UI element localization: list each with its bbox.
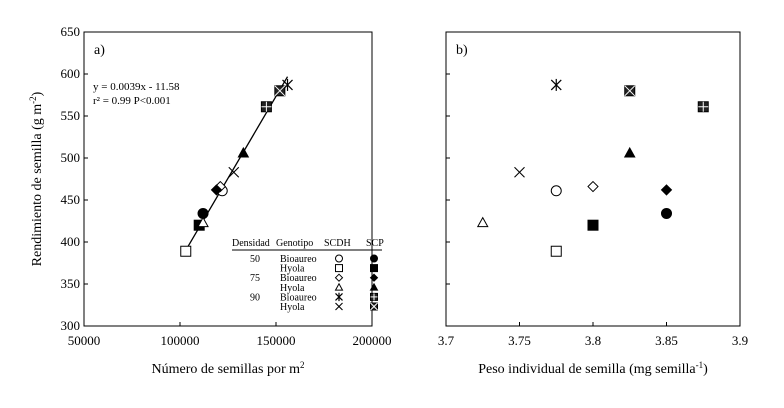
data-point-open-square — [550, 245, 562, 257]
legend-genotipo: Hyola — [280, 302, 305, 313]
y-tick-label: 350 — [61, 276, 81, 291]
x-tick-label: 3.7 — [438, 333, 455, 348]
legend-genotipo: Bioaureo — [280, 273, 317, 284]
legend-densidad: 50 — [250, 254, 260, 265]
legend-genotipo: Hyola — [280, 264, 305, 275]
data-point-crossed-square — [274, 85, 286, 97]
y-axis-label: Rendimiento de semilla (g m-2) — [28, 91, 45, 266]
legend-marker-scdh — [335, 292, 343, 302]
panel-b: 3.7 3.75 3.8 3.85 3.9 b) Peso individual de se… — [438, 31, 748, 377]
legend-marker-scdh — [334, 282, 344, 291]
x-tick-label: 100000 — [161, 333, 200, 348]
legend-marker-scp — [370, 254, 378, 263]
data-point-cross — [228, 166, 240, 178]
panel-label: b) — [456, 43, 468, 58]
x-tick-label: 200000 — [353, 333, 392, 348]
plot-frame — [83, 31, 373, 327]
panel-label: a) — [94, 43, 105, 58]
y-tick-label: 550 — [61, 108, 81, 123]
y-tick-label: 500 — [61, 150, 81, 165]
data-point-open-circle — [550, 185, 562, 197]
data-point-crossed-square — [624, 85, 636, 97]
legend-marker-scp — [369, 273, 379, 282]
data-point-hatched-square — [697, 101, 709, 113]
data-point-open-triangle — [197, 216, 209, 228]
data-point-open-triangle — [476, 216, 489, 228]
legend-marker-scp — [370, 264, 378, 273]
y-tick-label: 450 — [61, 192, 81, 207]
plot-frame — [445, 31, 741, 327]
legend-header: SCP — [366, 238, 384, 249]
data-point-filled-circle — [661, 207, 672, 219]
legend-genotipo: Hyola — [280, 283, 305, 294]
x-axis-label: Número de semillas por m2 — [151, 360, 304, 377]
panel-a: 300 350 400 450 500 550 600 650 50000 100000 15000… — [28, 24, 392, 377]
data-point-hatched-square — [260, 101, 272, 113]
data-point-filled-triangle — [237, 146, 250, 158]
x-tick-label: 3.8 — [585, 333, 601, 348]
data-point-open-diamond — [587, 180, 599, 193]
y-tick-label: 600 — [61, 66, 81, 81]
y-tick-label: 650 — [61, 24, 81, 39]
legend-marker-scdh — [335, 302, 343, 311]
data-point-filled-diamond — [660, 184, 673, 196]
legend-marker-scp — [370, 302, 378, 311]
legend-marker-scp — [369, 282, 379, 291]
x-tick-label: 150000 — [257, 333, 296, 348]
legend-marker-scp — [370, 292, 378, 301]
x-tick-label: 3.85 — [655, 333, 678, 348]
x-tick-label: 50000 — [68, 333, 101, 348]
legend-densidad: 90 — [250, 292, 260, 303]
legend-marker-scdh — [335, 254, 343, 263]
x-tick-label: 3.75 — [508, 333, 531, 348]
x-axis-label: Peso individual de semilla (mg semilla-1… — [478, 360, 708, 377]
data-point-open-square — [180, 245, 192, 257]
data-point-filled-diamond — [210, 184, 223, 196]
legend-genotipo: Bioaureo — [280, 254, 317, 265]
regression-r2: r² = 0.99 P<0.001 — [93, 95, 171, 107]
legend-header: SCDH — [324, 238, 351, 249]
legend-genotipo: Bioaureo — [280, 292, 317, 303]
legend-marker-scdh — [334, 273, 344, 282]
data-point-asterisk — [550, 78, 562, 91]
legend-marker-scdh — [335, 264, 343, 273]
data-point-cross — [514, 166, 525, 178]
legend-header: Densidad — [232, 238, 270, 249]
legend-densidad: 75 — [250, 273, 260, 284]
x-tick-label: 3.9 — [732, 333, 748, 348]
y-tick-label: 300 — [61, 318, 81, 333]
legend-header: Genotipo — [276, 238, 313, 249]
regression-equation: y = 0.0039x - 11.58 — [93, 81, 180, 93]
data-point-filled-triangle — [623, 146, 636, 158]
y-tick-label: 400 — [61, 234, 81, 249]
data-point-filled-square — [587, 219, 599, 231]
